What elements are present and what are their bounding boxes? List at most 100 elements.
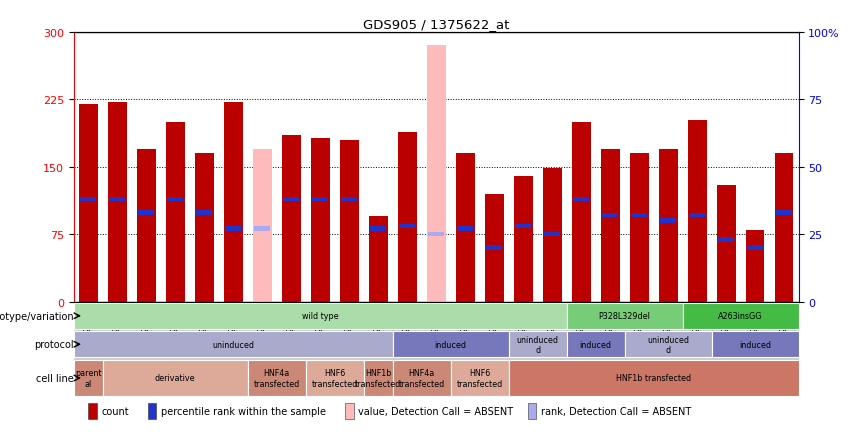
Bar [450,302,480,377]
Bar [224,102,243,302]
Bar [712,332,799,357]
Bar [194,154,214,302]
Title: GDS905 / 1375622_at: GDS905 / 1375622_at [363,18,510,31]
Bar [74,361,102,396]
Bar [247,361,306,396]
Text: uninduced: uninduced [213,340,254,349]
Text: HNF6
transfected: HNF6 transfected [457,368,503,388]
Bar [392,361,450,396]
Text: induced: induced [580,340,612,349]
Bar [225,227,241,231]
Bar [306,361,364,396]
Bar [682,302,712,377]
Bar [567,302,595,377]
Bar [450,361,509,396]
Bar [345,403,354,419]
Bar [625,332,712,357]
Bar [247,302,277,377]
Text: HNF1b
transfected: HNF1b transfected [355,368,401,388]
Bar [109,197,125,202]
Text: induced: induced [435,340,467,349]
Bar [427,46,445,302]
Bar [399,224,415,229]
Bar [277,302,306,377]
Bar [364,361,392,396]
Bar [544,232,560,237]
Bar [422,302,450,377]
Text: wild type: wild type [302,312,339,321]
Bar [567,332,625,357]
Bar [161,302,190,377]
Bar [747,246,763,250]
Bar [660,219,676,223]
Bar [80,197,96,202]
Bar [364,302,392,377]
Bar [573,197,589,202]
Bar [528,403,536,419]
Bar [190,302,219,377]
Text: induced: induced [739,340,771,349]
Bar [567,303,682,329]
Bar [746,230,765,302]
Bar [311,138,330,302]
Bar [253,149,272,302]
Bar [335,302,364,377]
Bar [601,149,620,302]
Bar [629,154,648,302]
Bar [542,169,562,302]
Bar [74,332,392,357]
Bar [572,122,590,302]
Text: cell line: cell line [36,373,74,383]
Bar [537,302,567,377]
Bar [687,121,707,302]
Bar [89,403,97,419]
Bar [398,133,417,302]
Bar [774,154,793,302]
Bar [776,211,792,215]
Bar [254,227,270,231]
Text: rank, Detection Call = ABSENT: rank, Detection Call = ABSENT [541,406,691,416]
Bar [166,122,185,302]
Text: parent
al: parent al [75,368,102,388]
Bar [137,149,155,302]
Bar [339,140,358,302]
Bar [480,302,509,377]
Bar [392,332,509,357]
Bar [625,302,654,377]
Bar [595,302,625,377]
Text: HNF1b transfected: HNF1b transfected [616,374,691,383]
Bar [509,302,537,377]
Text: count: count [102,406,129,416]
Text: A263insGG: A263insGG [719,312,763,321]
Bar [370,227,386,231]
Bar [484,194,503,302]
Bar [74,302,102,377]
Bar [138,211,155,215]
Bar [312,197,328,202]
Bar [740,302,770,377]
Text: P328L329del: P328L329del [599,312,650,321]
Text: uninduced
d: uninduced d [648,335,689,354]
Bar [457,227,473,231]
Bar [168,197,183,202]
Text: uninduced
d: uninduced d [516,335,559,354]
Text: value, Detection Call = ABSENT: value, Detection Call = ABSENT [358,406,513,416]
Bar [689,214,705,218]
Bar [718,238,734,242]
Bar [219,302,247,377]
Bar [509,361,799,396]
Bar [132,302,161,377]
Bar [283,197,299,202]
Bar [148,403,156,419]
Bar [392,302,422,377]
Bar [770,302,799,377]
Bar [514,176,533,302]
Bar [306,302,335,377]
Bar [631,214,648,218]
Bar [682,303,799,329]
Bar [602,214,618,218]
Bar [102,361,247,396]
Text: HNF6
transfected: HNF6 transfected [312,368,358,388]
Text: percentile rank within the sample: percentile rank within the sample [161,406,326,416]
Bar [196,211,213,215]
